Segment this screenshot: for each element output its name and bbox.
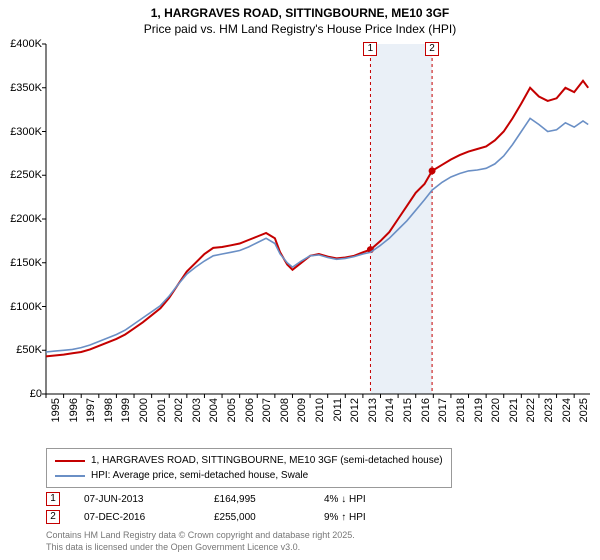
x-tick-label: 1997 — [85, 398, 97, 422]
event-marker: 1 — [363, 42, 377, 56]
event-date: 07-DEC-2016 — [84, 512, 214, 523]
x-tick-label: 2012 — [349, 398, 361, 422]
chart-subtitle: Price paid vs. HM Land Registry's House … — [0, 22, 600, 40]
x-tick-label: 2013 — [367, 398, 379, 422]
x-tick-label: 2009 — [296, 398, 308, 422]
line-chart — [46, 44, 590, 394]
legend-text: HPI: Average price, semi-detached house,… — [91, 468, 308, 483]
y-tick-label: £300K — [10, 126, 42, 138]
x-tick-label: 2000 — [138, 398, 150, 422]
x-tick-label: 2001 — [156, 398, 168, 422]
x-tick-label: 2005 — [226, 398, 238, 422]
x-tick-label: 2023 — [543, 398, 555, 422]
event-price: £164,995 — [214, 494, 324, 505]
x-tick-label: 2006 — [244, 398, 256, 422]
event-row: 2 07-DEC-2016£255,0009% ↑ HPI — [46, 508, 404, 526]
legend-row: HPI: Average price, semi-detached house,… — [55, 468, 443, 483]
x-tick-label: 2020 — [490, 398, 502, 422]
x-tick-label: 2015 — [402, 398, 414, 422]
x-tick-label: 2024 — [561, 398, 573, 422]
x-tick-label: 1995 — [50, 398, 62, 422]
legend-row: 1, HARGRAVES ROAD, SITTINGBOURNE, ME10 3… — [55, 453, 443, 468]
x-tick-label: 2014 — [384, 398, 396, 422]
y-tick-label: £250K — [10, 169, 42, 181]
chart-area: £0£50K£100K£150K£200K£250K£300K£350K£400… — [46, 44, 590, 414]
y-tick-label: £200K — [10, 213, 42, 225]
y-tick-label: £350K — [10, 82, 42, 94]
footnote: Contains HM Land Registry data © Crown c… — [46, 530, 355, 553]
legend: 1, HARGRAVES ROAD, SITTINGBOURNE, ME10 3… — [46, 448, 452, 488]
x-tick-label: 2011 — [332, 398, 344, 422]
x-tick-label: 2017 — [437, 398, 449, 422]
x-tick-label: 2002 — [173, 398, 185, 422]
x-tick-label: 2010 — [314, 398, 326, 422]
y-tick-label: £50K — [16, 344, 42, 356]
event-hpi: 9% ↑ HPI — [324, 512, 404, 523]
x-tick-label: 2003 — [191, 398, 203, 422]
event-marker: 2 — [425, 42, 439, 56]
event-date: 07-JUN-2013 — [84, 494, 214, 505]
x-tick-label: 2019 — [473, 398, 485, 422]
x-tick-label: 2004 — [208, 398, 220, 422]
legend-swatch — [55, 475, 85, 477]
x-tick-label: 2007 — [261, 398, 273, 422]
chart-title: 1, HARGRAVES ROAD, SITTINGBOURNE, ME10 3… — [0, 0, 600, 22]
title-line1: 1, HARGRAVES ROAD, SITTINGBOURNE, ME10 3… — [151, 6, 449, 20]
legend-swatch — [55, 460, 85, 462]
event-price: £255,000 — [214, 512, 324, 523]
title-line2: Price paid vs. HM Land Registry's House … — [144, 22, 456, 36]
x-tick-label: 2016 — [420, 398, 432, 422]
x-tick-label: 2021 — [508, 398, 520, 422]
y-tick-label: £150K — [10, 257, 42, 269]
x-tick-label: 2008 — [279, 398, 291, 422]
x-tick-label: 2018 — [455, 398, 467, 422]
x-tick-label: 2025 — [578, 398, 590, 422]
event-hpi: 4% ↓ HPI — [324, 494, 404, 505]
footnote-line1: Contains HM Land Registry data © Crown c… — [46, 530, 355, 542]
y-tick-label: £0 — [30, 388, 42, 400]
x-tick-label: 1996 — [68, 398, 80, 422]
y-tick-label: £100K — [10, 301, 42, 313]
x-tick-label: 1999 — [120, 398, 132, 422]
event-number: 1 — [46, 492, 60, 506]
x-tick-label: 2022 — [525, 398, 537, 422]
event-table: 1 07-JUN-2013£164,9954% ↓ HPI 2 07-DEC-2016… — [46, 490, 404, 526]
event-row: 1 07-JUN-2013£164,9954% ↓ HPI — [46, 490, 404, 508]
x-tick-label: 1998 — [103, 398, 115, 422]
footnote-line2: This data is licensed under the Open Gov… — [46, 542, 355, 554]
event-number: 2 — [46, 510, 60, 524]
legend-text: 1, HARGRAVES ROAD, SITTINGBOURNE, ME10 3… — [91, 453, 443, 468]
y-tick-label: £400K — [10, 38, 42, 50]
